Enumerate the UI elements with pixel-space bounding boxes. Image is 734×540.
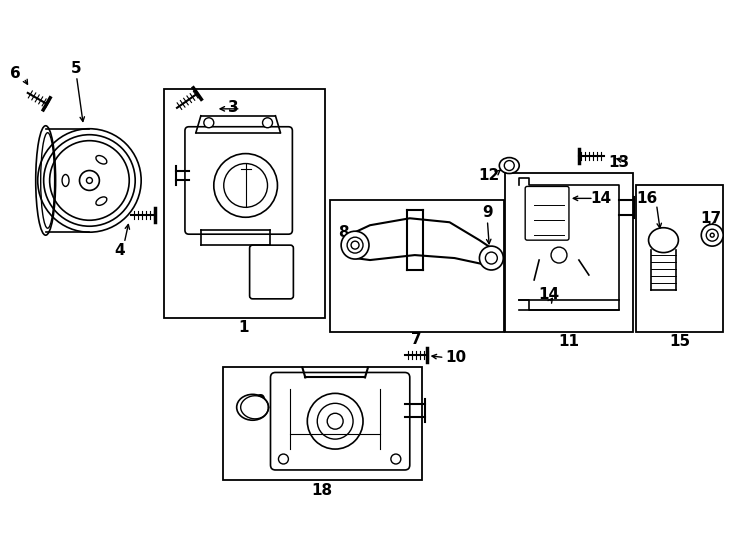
Text: 18: 18 [312,483,333,498]
Bar [636,185,723,332]
Circle shape [79,171,99,191]
Text: 15: 15 [669,334,690,349]
FancyBboxPatch shape [250,245,294,299]
Text: 11: 11 [559,334,579,349]
Text: 6: 6 [10,65,21,80]
Circle shape [341,231,369,259]
Bar [222,368,422,480]
Text: 16: 16 [636,191,657,206]
Bar [505,172,633,332]
Circle shape [263,118,272,128]
Text: 1: 1 [239,320,249,335]
Text: 8: 8 [338,225,349,240]
Text: 9: 9 [482,205,493,220]
Ellipse shape [499,158,519,173]
Text: 19: 19 [245,394,266,409]
Bar [164,89,325,318]
Text: 14: 14 [539,287,559,302]
Ellipse shape [236,394,269,420]
Text: 13: 13 [608,155,629,170]
Ellipse shape [96,197,107,205]
Text: 7: 7 [412,332,422,347]
Circle shape [701,224,723,246]
Bar [330,200,504,332]
Circle shape [479,246,504,270]
Text: 5: 5 [71,60,81,76]
Circle shape [87,178,92,184]
Text: 3: 3 [228,100,239,116]
Ellipse shape [40,133,54,228]
Text: 10: 10 [445,350,466,365]
Ellipse shape [96,156,107,164]
Circle shape [204,118,214,128]
Text: 4: 4 [114,242,125,258]
Text: 12: 12 [479,168,500,183]
Circle shape [711,233,714,237]
Text: 14: 14 [590,191,611,206]
Text: 17: 17 [701,211,722,226]
Ellipse shape [62,174,69,186]
Ellipse shape [36,126,56,235]
Text: 2: 2 [260,287,271,302]
